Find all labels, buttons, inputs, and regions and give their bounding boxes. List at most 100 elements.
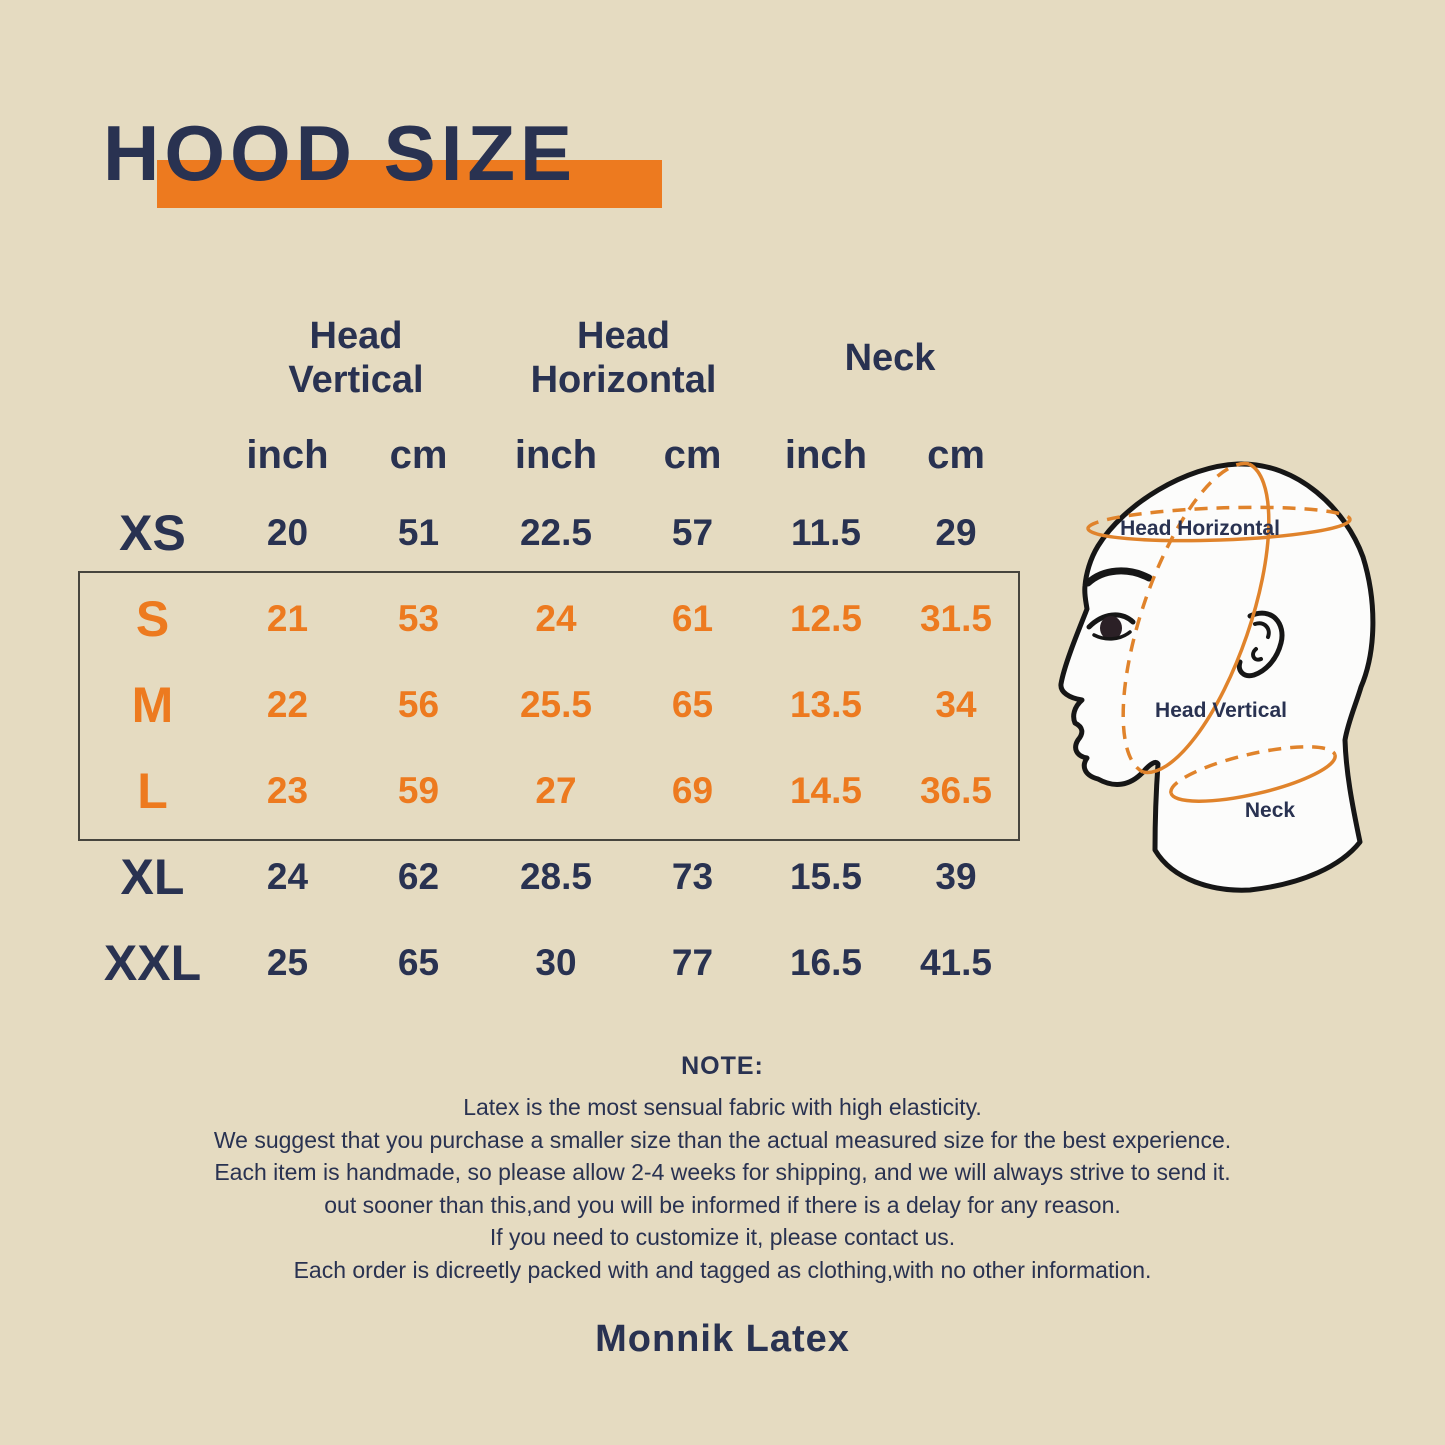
table-cell: 51 <box>397 512 440 553</box>
unit-label: inch <box>246 432 329 477</box>
table-cell: 31.5 <box>892 576 1020 662</box>
unit-label: cm <box>389 432 448 477</box>
table-cell: 53 <box>350 576 487 662</box>
head-vertical-line-dashed <box>1121 461 1250 774</box>
note-line: We suggest that you purchase a smaller s… <box>213 1126 1232 1153</box>
table-cell: 20 <box>266 512 309 553</box>
eye-lower-lid <box>1092 630 1132 641</box>
cell-value: 69 <box>671 770 714 811</box>
table-cell: 24 <box>487 576 625 662</box>
col-group-label: Neck <box>844 336 936 379</box>
note-line: Each item is handmade, so please allow 2… <box>214 1159 1231 1185</box>
table-cell: 39 <box>935 856 977 897</box>
table-cell: 36.5 <box>892 748 1020 834</box>
table-cell: 65 <box>625 662 760 748</box>
cell-value: 23 <box>266 770 309 811</box>
size-label-xl: XL <box>120 849 185 905</box>
cell-value: 34 <box>935 684 977 725</box>
table-cell: 69 <box>625 748 760 834</box>
table-cell: 34 <box>892 662 1020 748</box>
table-cell: 23 <box>225 748 350 834</box>
note-heading: NOTE: <box>681 1052 764 1080</box>
head-measurement-diagram: Head Horizontal Head Vertical Neck <box>1058 442 1443 912</box>
cell-value: 14.5 <box>789 770 862 811</box>
neck-line-solid <box>1169 754 1337 803</box>
size-label-l: L <box>80 748 225 834</box>
table-cell: 62 <box>397 856 440 897</box>
table-cell: 12.5 <box>760 576 892 662</box>
table-cell: 25.5 <box>487 662 625 748</box>
size-label-xs: XS <box>119 505 186 561</box>
cell-value: 53 <box>397 598 440 639</box>
table-cell: 11.5 <box>791 512 861 553</box>
col-group-label: Head Horizontal <box>530 314 717 401</box>
col-group-label: Head Vertical <box>288 314 424 401</box>
size-label-text: L <box>137 763 168 819</box>
note-line: Each order is dicreetly packed with and … <box>293 1256 1152 1283</box>
diagram-label-neck: Neck <box>1245 799 1296 822</box>
note-line: out sooner than this,and you will be inf… <box>324 1191 1121 1218</box>
table-cell: 77 <box>671 942 714 983</box>
table-cell: 28.5 <box>519 856 592 897</box>
table-cell: 73 <box>671 856 714 897</box>
title-highlight-bar <box>157 160 662 208</box>
cell-value: 24 <box>535 598 577 639</box>
size-label-s: S <box>80 576 225 662</box>
eye-upper-lid <box>1086 612 1136 630</box>
unit-label: cm <box>927 432 985 477</box>
table-cell: 27 <box>487 748 625 834</box>
table-cell: 41.5 <box>919 942 992 983</box>
table-cell: 25 <box>266 942 309 983</box>
head-horizontal-line-dashed <box>1086 505 1352 529</box>
size-label-m: M <box>80 662 225 748</box>
size-label-text: M <box>131 677 174 733</box>
cell-value: 61 <box>671 598 714 639</box>
diagram-label-head-horizontal: Head Horizontal <box>1120 517 1280 540</box>
eyebrow <box>1084 567 1153 587</box>
size-table: Head Vertical Head Horizontal Neck inch … <box>80 295 1020 1006</box>
table-cell: 59 <box>350 748 487 834</box>
cell-value: 31.5 <box>919 598 992 639</box>
unit-label: inch <box>514 432 598 477</box>
cell-value: 22 <box>266 684 309 725</box>
brand-name: Monnik Latex <box>595 1318 850 1360</box>
table-cell: 22 <box>225 662 350 748</box>
diagram-label-head-vertical: Head Vertical <box>1155 699 1287 722</box>
table-cell: 24 <box>266 856 309 897</box>
cell-value: 21 <box>266 598 309 639</box>
table-cell: 61 <box>625 576 760 662</box>
ear-inner-detail <box>1251 621 1271 662</box>
table-cell: 30 <box>535 942 577 983</box>
unit-label: inch <box>784 432 868 477</box>
note-section: NOTE: Latex is the most sensual fabric w… <box>0 1052 1445 1286</box>
cell-value: 12.5 <box>789 598 862 639</box>
table-cell: 15.5 <box>789 856 862 897</box>
table-cell: 65 <box>397 942 440 983</box>
table-cell: 57 <box>671 512 714 553</box>
cell-value: 65 <box>671 684 714 725</box>
table-cell: 13.5 <box>760 662 892 748</box>
size-label-text: S <box>135 591 170 647</box>
cell-value: 13.5 <box>789 684 862 725</box>
cell-value: 36.5 <box>919 770 992 811</box>
table-cell: 29 <box>935 512 977 553</box>
table-cell: 56 <box>350 662 487 748</box>
table-cell: 14.5 <box>760 748 892 834</box>
col-group-head-horizontal: Head Horizontal <box>487 295 760 420</box>
cell-value: 27 <box>535 770 577 811</box>
unit-label: cm <box>663 432 722 477</box>
head-profile-illustration: Head Horizontal Head Vertical Neck <box>1058 461 1376 893</box>
size-label-xxl: XXL <box>103 935 202 991</box>
neck-line-dashed <box>1169 745 1337 794</box>
unit-spacer <box>80 420 225 490</box>
col-group-neck: Neck <box>760 295 1020 420</box>
header-spacer <box>80 295 225 420</box>
head-horizontal-line-solid <box>1086 519 1352 543</box>
eye-iris <box>1100 616 1122 640</box>
table-cell: 16.5 <box>789 942 862 983</box>
col-group-head-vertical: Head Vertical <box>225 295 487 420</box>
ear-icon <box>1236 610 1285 679</box>
table-cell: 21 <box>225 576 350 662</box>
page-title: HOOD SIZE <box>103 109 578 197</box>
table-cell: 22.5 <box>519 512 592 553</box>
